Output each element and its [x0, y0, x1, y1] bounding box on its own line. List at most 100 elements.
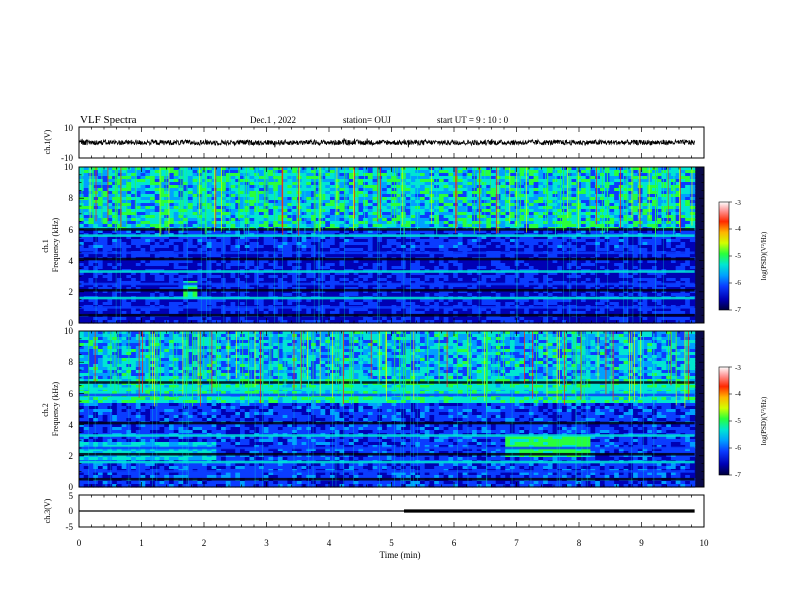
- spec-cell: [240, 185, 246, 189]
- spec-cell: [329, 218, 336, 222]
- spec-cell: [339, 224, 345, 228]
- spec-cell: [311, 242, 317, 246]
- spec-cell: [301, 170, 307, 174]
- spec-cell: [486, 206, 492, 210]
- spec-cell: [273, 185, 279, 189]
- spec-cell: [585, 188, 592, 192]
- spec-cell: [557, 215, 563, 219]
- spec-cell: [164, 209, 170, 213]
- spec-cell: [652, 206, 658, 210]
- spec-cell: [410, 185, 416, 189]
- spec-cell: [88, 221, 94, 225]
- spec-cell: [140, 224, 146, 228]
- spec-cell: [263, 200, 270, 204]
- spec-cell: [443, 191, 449, 195]
- spec-cell: [557, 224, 563, 228]
- spec-cell: [633, 230, 639, 234]
- spec-cell: [685, 185, 691, 189]
- spec-cell: [301, 263, 307, 267]
- spec-cell: [543, 224, 549, 228]
- spec-cell: [154, 218, 161, 222]
- spec-cell: [377, 212, 383, 216]
- spec-cell: [590, 176, 596, 180]
- spec-cell: [528, 203, 535, 207]
- spec-cell: [377, 194, 383, 198]
- spec-cell: [339, 203, 345, 207]
- spec-cell: [481, 167, 487, 171]
- spec-cell: [419, 182, 426, 186]
- spec-cell: [154, 236, 161, 240]
- spec-cell: [689, 167, 696, 171]
- spec-cell: [311, 197, 317, 201]
- spec-cell: [623, 242, 629, 246]
- spec-cell: [145, 254, 151, 258]
- spec-cell: [225, 254, 232, 258]
- spec-cell: [348, 167, 355, 171]
- spec-cell: [230, 239, 236, 243]
- spec-cell: [419, 194, 426, 198]
- spec-cell: [614, 242, 620, 246]
- spec-cell: [580, 167, 587, 171]
- spec-cell: [225, 188, 232, 192]
- spec-cell: [372, 218, 378, 222]
- spec-cell: [240, 263, 246, 267]
- spec-cell: [614, 173, 620, 177]
- spec-cell: [490, 242, 497, 246]
- spec-cell: [505, 185, 511, 189]
- spec-cell: [505, 230, 511, 234]
- spec-cell: [329, 191, 336, 195]
- spec-cell: [457, 194, 464, 198]
- spec-cell: [334, 245, 341, 249]
- spec-cell: [557, 179, 563, 183]
- spec-cell: [192, 260, 198, 264]
- spec-cell: [405, 239, 412, 243]
- spec-cell: [481, 200, 487, 204]
- spec-cell: [116, 215, 123, 219]
- spec-cell: [292, 188, 298, 192]
- spec-cell: [457, 236, 464, 240]
- spec-cell: [287, 248, 293, 252]
- spec-cell: [235, 263, 241, 267]
- spec-cell: [244, 191, 251, 195]
- spec-cell: [206, 236, 213, 240]
- spec-cell: [415, 221, 421, 225]
- spec-cell: [197, 182, 203, 186]
- spec-cell: [339, 182, 345, 186]
- spec-cell: [500, 260, 506, 264]
- spec-cell: [292, 260, 298, 264]
- spec-cell: [382, 203, 388, 207]
- spec-cell: [121, 203, 127, 207]
- spec-cell: [656, 197, 663, 201]
- spec-cell: [102, 167, 109, 171]
- spec-cell: [325, 212, 331, 216]
- spec-cell: [287, 191, 293, 195]
- spec-cell: [112, 263, 118, 267]
- spec-cell: [183, 248, 189, 252]
- spec-cell: [306, 242, 312, 246]
- spec-cell: [571, 218, 577, 222]
- spec-cell: [329, 245, 336, 249]
- spec-cell: [348, 248, 355, 252]
- spec-cell: [159, 263, 165, 267]
- spec-cell: [173, 200, 180, 204]
- spec-cell: [509, 239, 516, 243]
- spec-cell: [547, 179, 554, 183]
- spec-cell: [467, 254, 473, 258]
- spec-cell: [268, 248, 274, 252]
- spec-cell: [216, 245, 222, 249]
- spec-cell: [595, 218, 601, 222]
- spec-cell: [173, 179, 180, 183]
- spec-cell: [230, 188, 236, 192]
- spec-cell: [618, 188, 625, 192]
- spec-cell: [277, 167, 284, 171]
- spec-cell: [301, 209, 307, 213]
- spec-cell: [614, 239, 620, 243]
- spec-cell: [334, 236, 341, 240]
- spec-cell: [566, 245, 573, 249]
- spec-cell: [448, 203, 454, 207]
- spec-cell: [211, 248, 217, 252]
- spec-cell: [325, 176, 331, 180]
- spec-cell: [244, 254, 251, 258]
- spec-cell: [429, 185, 435, 189]
- spec-cell: [287, 176, 293, 180]
